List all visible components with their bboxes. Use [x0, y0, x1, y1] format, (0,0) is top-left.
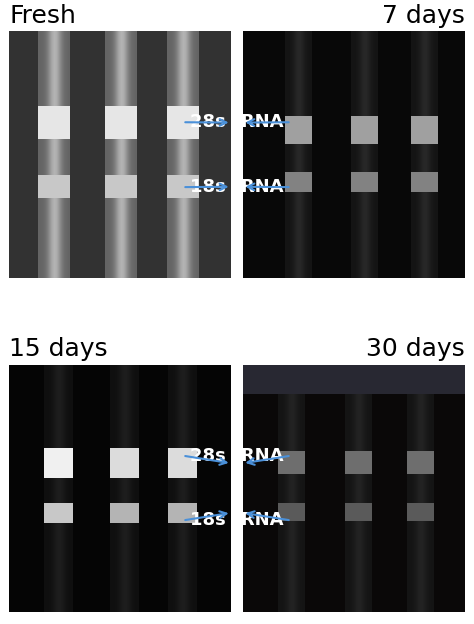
Text: 15 days: 15 days: [9, 337, 108, 361]
Text: Fresh: Fresh: [9, 4, 76, 28]
Text: 30 days: 30 days: [366, 337, 465, 361]
Text: 18s rRNA: 18s rRNA: [190, 178, 284, 196]
Text: 7 days: 7 days: [382, 4, 465, 28]
Text: 18s rRNA: 18s rRNA: [190, 512, 284, 530]
Text: 28s rRNA: 28s rRNA: [190, 113, 284, 131]
Text: 28s rRNA: 28s rRNA: [190, 447, 284, 465]
